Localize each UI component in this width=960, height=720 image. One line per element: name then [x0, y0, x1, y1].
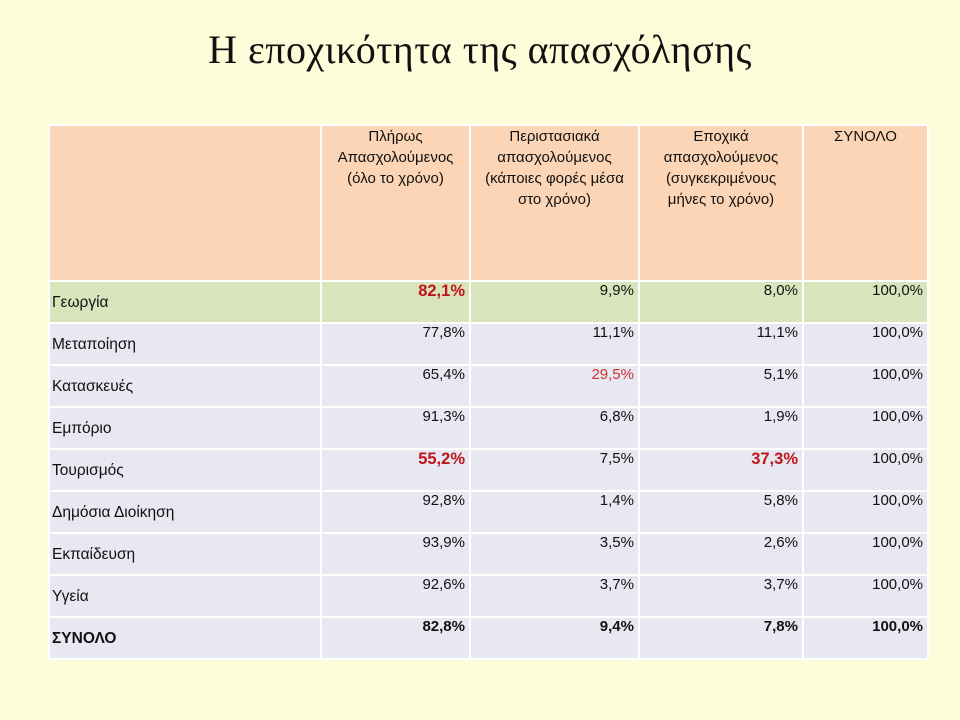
value-cell: 100,0% [802, 364, 929, 408]
value-cell: 100,0% [802, 448, 929, 492]
header-occasional: Περιστασιακά απασχολούμενος (κάποιες φορ… [469, 124, 640, 282]
cell-value: 100,0% [872, 618, 923, 635]
value-cell: 100,0% [802, 406, 929, 450]
cell-value: 55,2% [418, 450, 465, 468]
cell-value: 37,3% [751, 450, 798, 468]
value-cell: 7,5% [469, 448, 640, 492]
value-cell: 92,8% [320, 490, 471, 534]
value-cell: 8,0% [638, 280, 804, 324]
cell-value: 100,0% [872, 366, 923, 383]
value-cell: 37,3% [638, 448, 804, 492]
row-label: ΣΥΝΟΛΟ [48, 616, 322, 660]
cell-value: 1,4% [599, 492, 634, 509]
header-full-time: Πλήρως Απασχολούμενος (όλο το χρόνο) [320, 124, 471, 282]
cell-value: 100,0% [872, 576, 923, 593]
cell-value: 77,8% [422, 324, 465, 341]
value-cell: 7,8% [638, 616, 804, 660]
header-empty-cell [48, 124, 322, 282]
value-cell: 91,3% [320, 406, 471, 450]
value-cell: 5,1% [638, 364, 804, 408]
table-header-row: Πλήρως Απασχολούμενος (όλο το χρόνο) Περ… [48, 124, 929, 282]
cell-value: 3,5% [599, 534, 634, 551]
cell-value: 82,1% [418, 282, 465, 300]
cell-value: 11,1% [592, 324, 634, 341]
table-row: Κατασκευές 65,4% 29,5% 5,1% 100,0% [48, 364, 929, 408]
table-row: Γεωργία 82,1% 9,9% 8,0% 100,0% [48, 280, 929, 324]
value-cell: 82,8% [320, 616, 471, 660]
cell-value: 3,7% [599, 576, 634, 593]
cell-value: 9,4% [599, 618, 634, 635]
cell-value: 2,6% [763, 534, 798, 551]
value-cell: 100,0% [802, 280, 929, 324]
cell-value: 92,8% [422, 492, 465, 509]
cell-value: 7,8% [763, 618, 798, 635]
row-label: Εκπαίδευση [48, 532, 322, 576]
value-cell: 93,9% [320, 532, 471, 576]
value-cell: 2,6% [638, 532, 804, 576]
value-cell: 3,7% [638, 574, 804, 618]
value-cell: 5,8% [638, 490, 804, 534]
cell-value: 5,1% [763, 366, 798, 383]
cell-value: 93,9% [422, 534, 465, 551]
cell-value: 1,9% [763, 408, 798, 425]
cell-value: 100,0% [872, 492, 923, 509]
row-label: Υγεία [48, 574, 322, 618]
value-cell: 82,1% [320, 280, 471, 324]
table-row: Δημόσια Διοίκηση 92,8% 1,4% 5,8% 100,0% [48, 490, 929, 534]
table-row: Μεταποίηση 77,8% 11,1% 11,1% 100,0% [48, 322, 929, 366]
employment-seasonality-table: Πλήρως Απασχολούμενος (όλο το χρόνο) Περ… [48, 124, 929, 660]
value-cell: 92,6% [320, 574, 471, 618]
value-cell: 55,2% [320, 448, 471, 492]
value-cell: 9,9% [469, 280, 640, 324]
row-label: Εμπόριο [48, 406, 322, 450]
header-seasonal: Εποχικά απασχολούμενος (συγκεκριμένους μ… [638, 124, 804, 282]
row-label: Κατασκευές [48, 364, 322, 408]
row-label: Μεταποίηση [48, 322, 322, 366]
value-cell: 11,1% [638, 322, 804, 366]
cell-value: 29,5% [591, 366, 634, 383]
table-row: Υγεία 92,6% 3,7% 3,7% 100,0% [48, 574, 929, 618]
row-label: Τουρισμός [48, 448, 322, 492]
cell-value: 100,0% [872, 324, 923, 341]
value-cell: 100,0% [802, 532, 929, 576]
cell-value: 82,8% [422, 618, 465, 635]
value-cell: 1,9% [638, 406, 804, 450]
value-cell: 100,0% [802, 490, 929, 534]
cell-value: 8,0% [763, 282, 798, 299]
value-cell: 6,8% [469, 406, 640, 450]
value-cell: 100,0% [802, 616, 929, 660]
row-label: Δημόσια Διοίκηση [48, 490, 322, 534]
cell-value: 6,8% [599, 408, 634, 425]
cell-value: 92,6% [422, 576, 465, 593]
cell-value: 3,7% [763, 576, 798, 593]
table-row: Εμπόριο 91,3% 6,8% 1,9% 100,0% [48, 406, 929, 450]
cell-value: 5,8% [763, 492, 798, 509]
value-cell: 9,4% [469, 616, 640, 660]
row-label: Γεωργία [48, 280, 322, 324]
cell-value: 7,5% [599, 450, 634, 467]
value-cell: 11,1% [469, 322, 640, 366]
cell-value: 11,1% [756, 324, 798, 341]
value-cell: 100,0% [802, 574, 929, 618]
cell-value: 100,0% [872, 408, 923, 425]
table-row: Τουρισμός 55,2% 7,5% 37,3% 100,0% [48, 448, 929, 492]
cell-value: 9,9% [599, 282, 634, 299]
table-row: Εκπαίδευση 93,9% 3,5% 2,6% 100,0% [48, 532, 929, 576]
value-cell: 3,7% [469, 574, 640, 618]
value-cell: 1,4% [469, 490, 640, 534]
value-cell: 77,8% [320, 322, 471, 366]
value-cell: 65,4% [320, 364, 471, 408]
cell-value: 100,0% [872, 282, 923, 299]
header-total: ΣΥΝΟΛΟ [802, 124, 929, 282]
table-row: ΣΥΝΟΛΟ 82,8% 9,4% 7,8% 100,0% [48, 616, 929, 660]
value-cell: 3,5% [469, 532, 640, 576]
value-cell: 29,5% [469, 364, 640, 408]
cell-value: 100,0% [872, 534, 923, 551]
cell-value: 100,0% [872, 450, 923, 467]
value-cell: 100,0% [802, 322, 929, 366]
cell-value: 91,3% [422, 408, 465, 425]
slide-title: Η εποχικότητα της απασχόλησης [208, 27, 752, 72]
cell-value: 65,4% [422, 366, 465, 383]
